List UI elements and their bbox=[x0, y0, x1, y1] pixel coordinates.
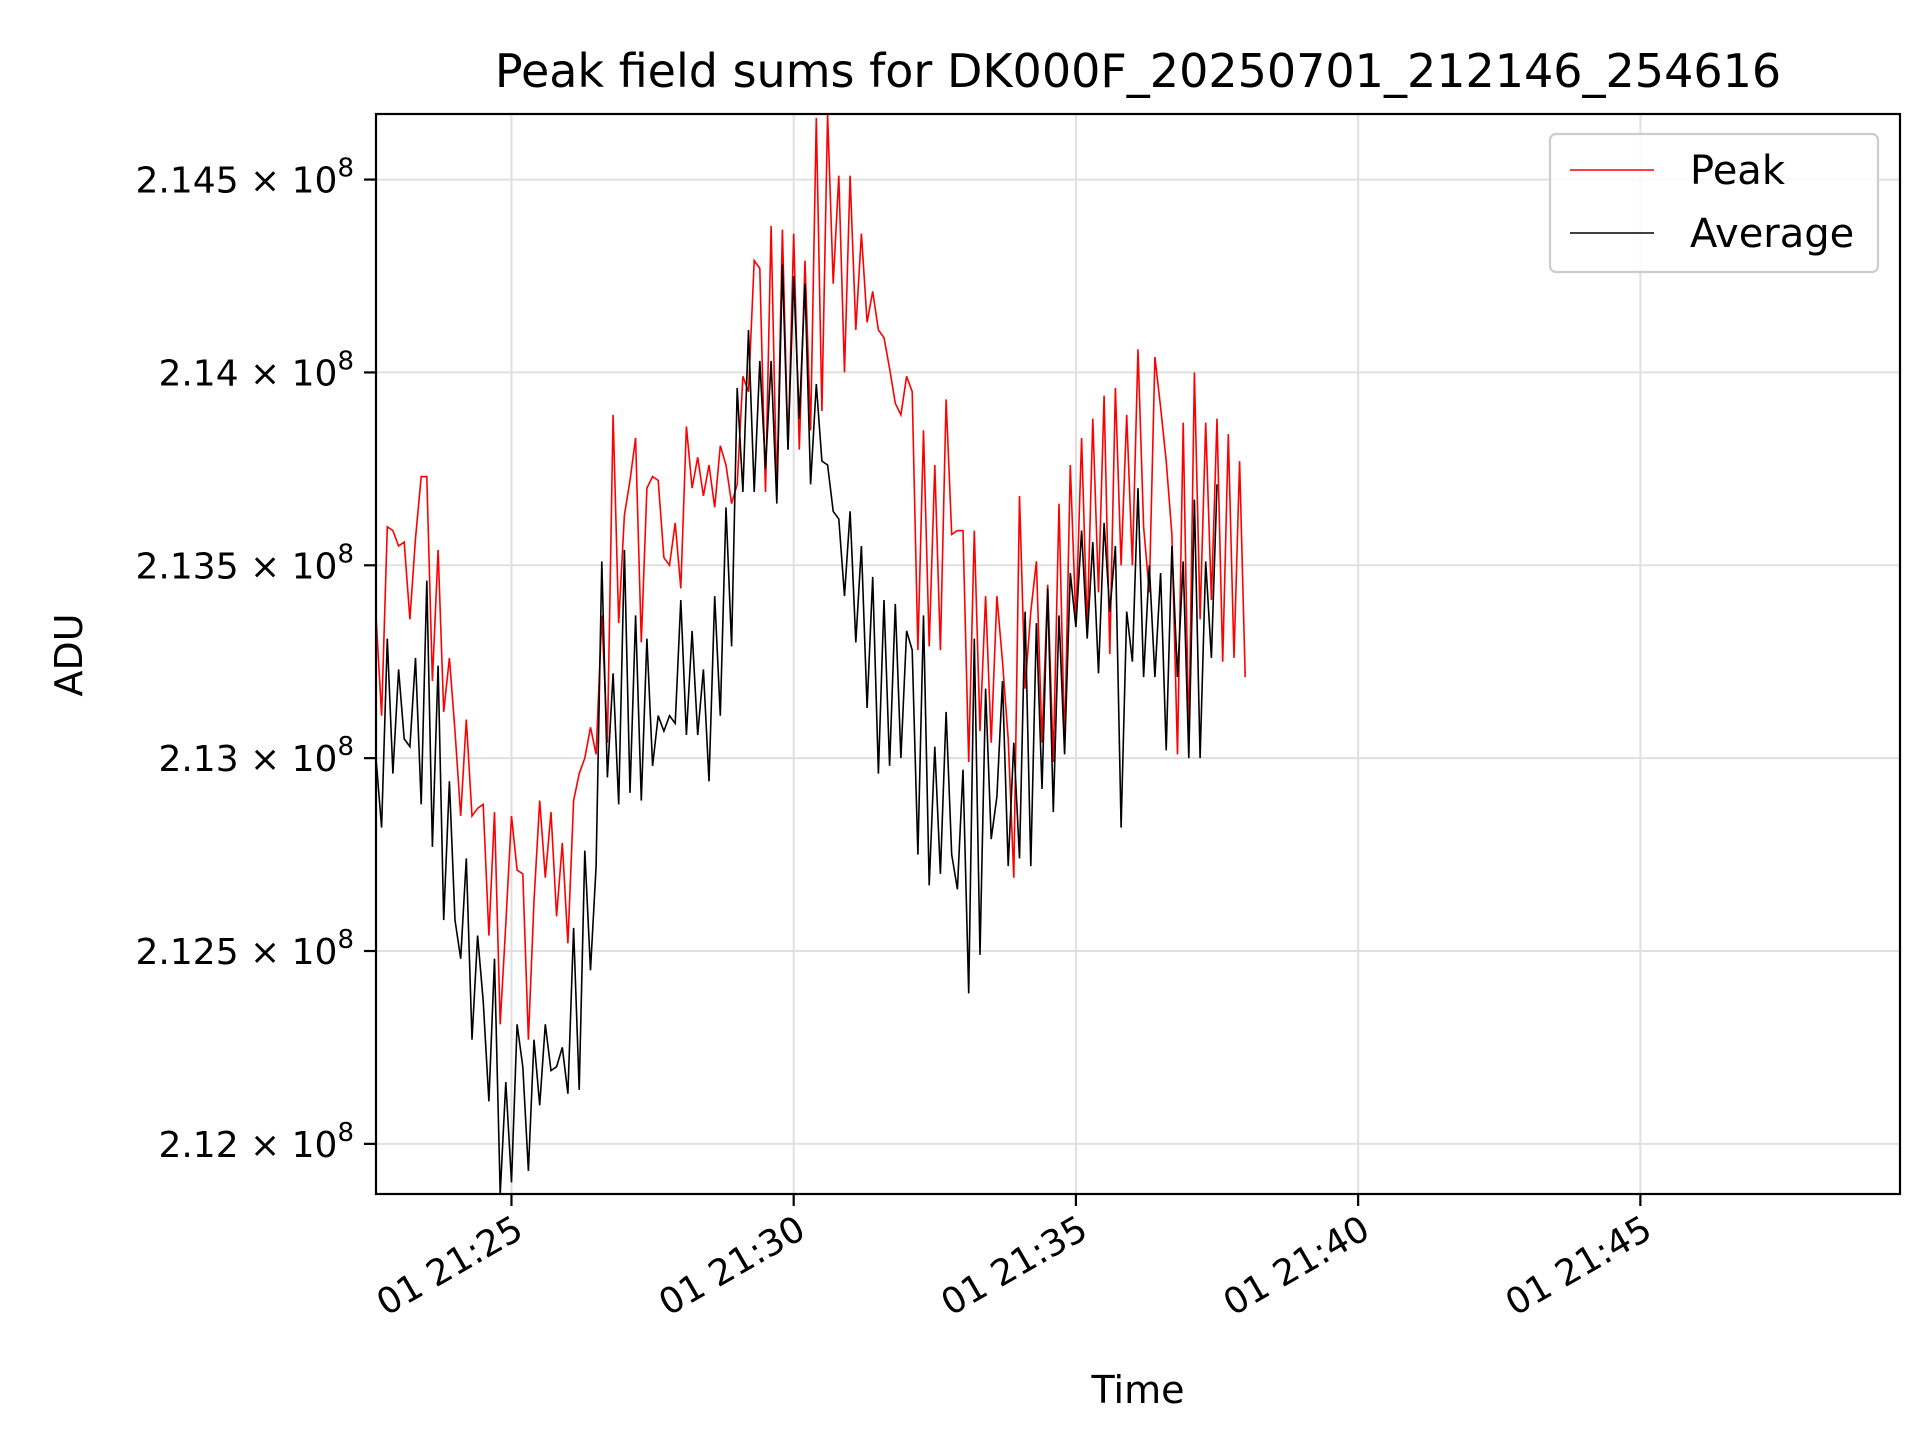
x-tick-label: 01 21:40 bbox=[1217, 1208, 1377, 1324]
y-tick-label: 2.135 × 108 bbox=[136, 539, 354, 587]
legend-box bbox=[1548, 132, 1880, 274]
y-axis-label: ADU bbox=[47, 613, 91, 696]
series-line-average bbox=[375, 264, 1218, 1195]
x-tick-label: 01 21:30 bbox=[652, 1208, 812, 1324]
series-layer bbox=[375, 113, 1246, 1195]
legend: Peak Average bbox=[1548, 132, 1880, 274]
y-tick-label: 2.13 × 108 bbox=[158, 732, 354, 780]
x-ticks: 01 21:25 01 21:30 01 21:35 01 21:40 01 21:45 bbox=[370, 1194, 1659, 1324]
y-tick-label: 2.125 × 108 bbox=[136, 925, 354, 973]
x-tick-label: 01 21:35 bbox=[934, 1208, 1094, 1324]
y-ticks: 2.12 × 108 2.125 × 108 2.13 × 108 2.135 × 1… bbox=[136, 154, 376, 1166]
series-line-peak bbox=[375, 113, 1246, 1040]
plot-frame bbox=[374, 112, 1902, 1196]
y-tick-label: 2.14 × 108 bbox=[158, 346, 354, 394]
x-tick-label: 01 21:45 bbox=[1499, 1208, 1659, 1324]
legend-label-peak: Peak bbox=[1690, 148, 1786, 194]
x-tick-label: 01 21:25 bbox=[370, 1208, 530, 1324]
y-tick-label: 2.145 × 108 bbox=[136, 154, 354, 202]
y-tick-label: 2.12 × 108 bbox=[158, 1118, 354, 1166]
chart-title: Peak field sums for DK000F_20250701_2121… bbox=[495, 44, 1781, 98]
legend-label-average: Average bbox=[1690, 211, 1854, 257]
x-axis-label: Time bbox=[1091, 1368, 1185, 1412]
